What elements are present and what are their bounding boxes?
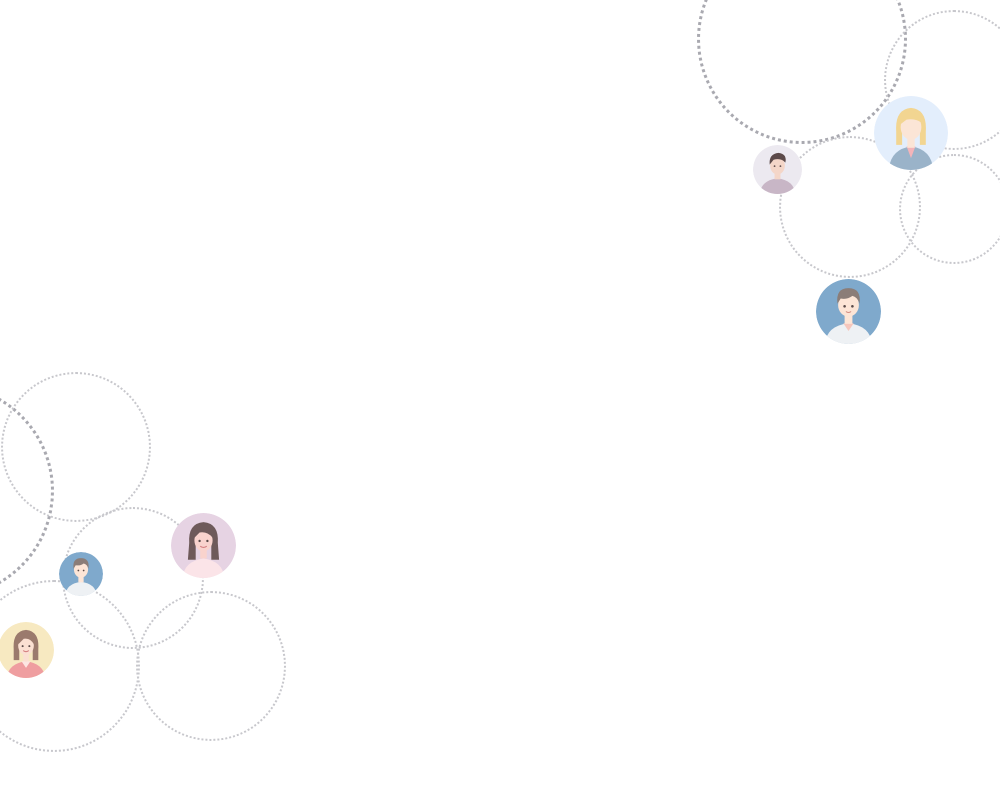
person-icon: [816, 279, 881, 344]
avatar-woman-dark-hair: [171, 513, 236, 578]
avatar-small-man: [59, 552, 103, 596]
person-icon: [753, 145, 802, 194]
avatar-man-white-shirt: [816, 279, 881, 344]
dotted-ring: [1, 372, 151, 522]
avatar-man-mauve-shirt: [753, 145, 802, 194]
person-icon: [171, 513, 236, 578]
person-icon: [0, 622, 54, 678]
person-icon: [59, 552, 103, 596]
dotted-ring: [136, 591, 286, 741]
person-icon: [874, 96, 948, 170]
avatar-blonde-woman-blazer: [874, 96, 948, 170]
avatar-woman-pink-shirt: [0, 622, 54, 678]
dotted-ring: [899, 154, 1000, 264]
